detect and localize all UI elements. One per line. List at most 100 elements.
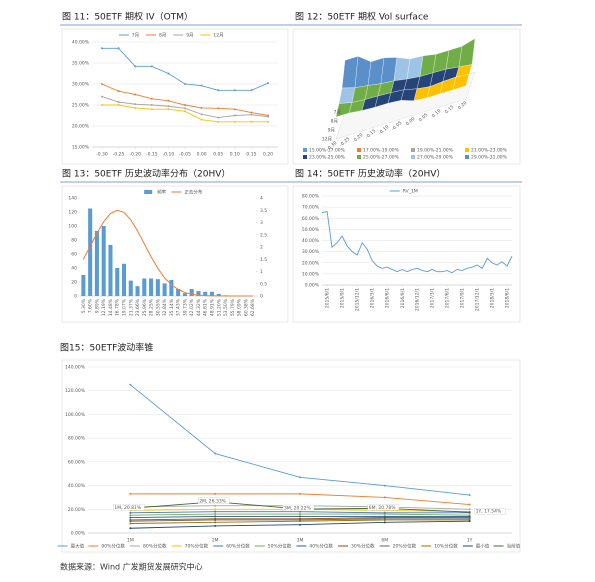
- y-tick-label: 20: [71, 280, 77, 286]
- data-label-box: [282, 504, 315, 512]
- y-tick-label: 15.00%: [72, 145, 90, 151]
- point: [299, 476, 301, 479]
- bar: [88, 208, 93, 296]
- x-tick-label: 0.10: [230, 152, 240, 158]
- x-tick-label: 0.15: [246, 152, 256, 158]
- point: [233, 120, 236, 123]
- legend-swatch: [465, 148, 469, 152]
- point: [250, 111, 253, 114]
- point: [233, 114, 236, 117]
- point: [129, 516, 132, 519]
- legend-label: 正态分布: [184, 189, 202, 196]
- point: [167, 105, 170, 108]
- bar: [176, 289, 181, 296]
- y-tick-label: 120.00%: [65, 388, 86, 394]
- legend-label: 7月: [132, 33, 139, 39]
- x-tick-label: 2017/3/1: [430, 288, 436, 308]
- point: [214, 524, 217, 527]
- point: [134, 65, 137, 68]
- legend-label: 23.00%-25.00%: [309, 155, 346, 161]
- point: [129, 520, 132, 523]
- point: [150, 108, 153, 111]
- y-tick-label: 20.00%: [72, 124, 90, 130]
- x-tick-label: 48.91%: [210, 298, 216, 316]
- y-tick-label: 35.00%: [72, 61, 90, 67]
- y-tick-label: 7月: [334, 110, 341, 116]
- x-tick-label: -0.10: [163, 152, 175, 158]
- point: [129, 522, 132, 525]
- point: [214, 504, 217, 507]
- legend-swatch: [144, 190, 153, 194]
- y-tick-label: 40: [71, 266, 77, 272]
- point: [200, 106, 203, 109]
- y-tick-label: 25.00%: [72, 103, 90, 109]
- x-tick-label: 2017/12/1: [475, 288, 481, 311]
- point: [214, 513, 217, 516]
- x-tick-label: 0.10: [431, 108, 443, 119]
- bar: [135, 286, 140, 296]
- y-tick-label: 60: [71, 252, 77, 258]
- point: [184, 104, 186, 106]
- data-label: 6M, 20.78%: [369, 505, 396, 511]
- point: [468, 503, 471, 506]
- y-tick-label: 30.00%: [302, 249, 320, 255]
- x-tick-label: -0.15: [146, 152, 158, 158]
- x-tick-label: 9.89%: [94, 298, 100, 313]
- legend-swatch: [303, 155, 307, 159]
- y2-tick-label: 0.5: [260, 281, 267, 287]
- y-tick-label: 80: [71, 238, 77, 244]
- point: [214, 521, 217, 524]
- y2-tick-label: 2.5: [260, 232, 267, 238]
- point: [383, 521, 386, 524]
- y-tick-label: 9月: [328, 128, 335, 134]
- bar: [108, 244, 113, 296]
- x-tick-label: 3M: [297, 538, 304, 544]
- point: [167, 72, 170, 75]
- point: [134, 93, 137, 96]
- point: [468, 520, 471, 523]
- x-tick-label: 2016/6/1: [385, 288, 391, 308]
- y-tick-label: 8月: [331, 119, 338, 125]
- point: [217, 107, 220, 110]
- y-tick-label: 120: [68, 210, 77, 216]
- legend-swatch: [465, 155, 469, 159]
- point: [129, 514, 132, 517]
- point: [383, 484, 386, 487]
- y2-tick-label: 2: [260, 245, 263, 251]
- x-tick-label: 51.20%: [216, 298, 222, 316]
- x-tick-label: 1M: [127, 538, 134, 544]
- point: [267, 120, 270, 123]
- legend-label: 15.00%-17.00%: [309, 148, 346, 154]
- point: [250, 113, 253, 116]
- point: [129, 527, 132, 530]
- point: [468, 508, 471, 511]
- figure-caption: 图 13：50ETF 历史波动率分布（20HV）: [62, 168, 230, 180]
- x-tick-label: 60.38%: [243, 298, 249, 316]
- point: [167, 99, 170, 102]
- x-tick-label: 0.20: [263, 152, 273, 158]
- point: [214, 515, 217, 518]
- x-tick-label: -0.30: [96, 152, 108, 158]
- legend-label: 17.00%-19.00%: [363, 148, 400, 154]
- legend-label: 19.00%-21.00%: [417, 148, 454, 154]
- x-tick-label: 2017/6/1: [445, 288, 451, 308]
- point: [167, 108, 170, 111]
- legend-label: 40%分位数: [309, 543, 333, 550]
- y-tick-label: 40.00%: [302, 238, 320, 244]
- legend-label: 10%分位数: [434, 543, 458, 550]
- x-tick-label: 19.07%: [122, 298, 128, 316]
- x-tick-label: 0.20: [457, 100, 469, 111]
- point: [100, 47, 103, 50]
- x-tick-label: 28.25%: [149, 298, 155, 316]
- y-tick-label: 12月: [322, 137, 332, 143]
- data-label: 1Y, 17.54%: [476, 509, 502, 515]
- point: [100, 104, 103, 106]
- y-tick-label: 140.00%: [65, 365, 86, 371]
- point: [129, 511, 132, 514]
- x-tick-label: 2016/3/1: [370, 288, 376, 308]
- point: [267, 115, 270, 118]
- y2-tick-label: 4: [260, 196, 263, 202]
- bar: [142, 278, 147, 296]
- data-label: 3M, 20.22%: [284, 506, 311, 512]
- point: [200, 113, 203, 116]
